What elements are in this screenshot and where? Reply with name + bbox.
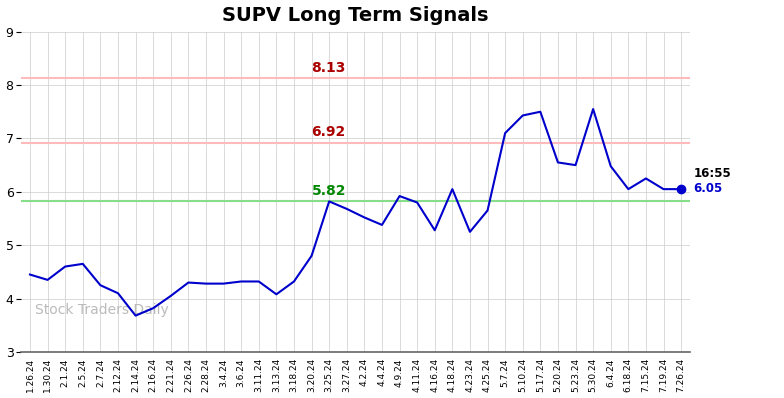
Text: 6.05: 6.05: [693, 181, 723, 195]
Text: 6.92: 6.92: [311, 125, 346, 139]
Text: 5.82: 5.82: [311, 184, 346, 198]
Title: SUPV Long Term Signals: SUPV Long Term Signals: [223, 6, 488, 25]
Text: 8.13: 8.13: [311, 61, 346, 75]
Text: 16:55: 16:55: [693, 167, 731, 179]
Text: Stock Traders Daily: Stock Traders Daily: [34, 303, 169, 317]
